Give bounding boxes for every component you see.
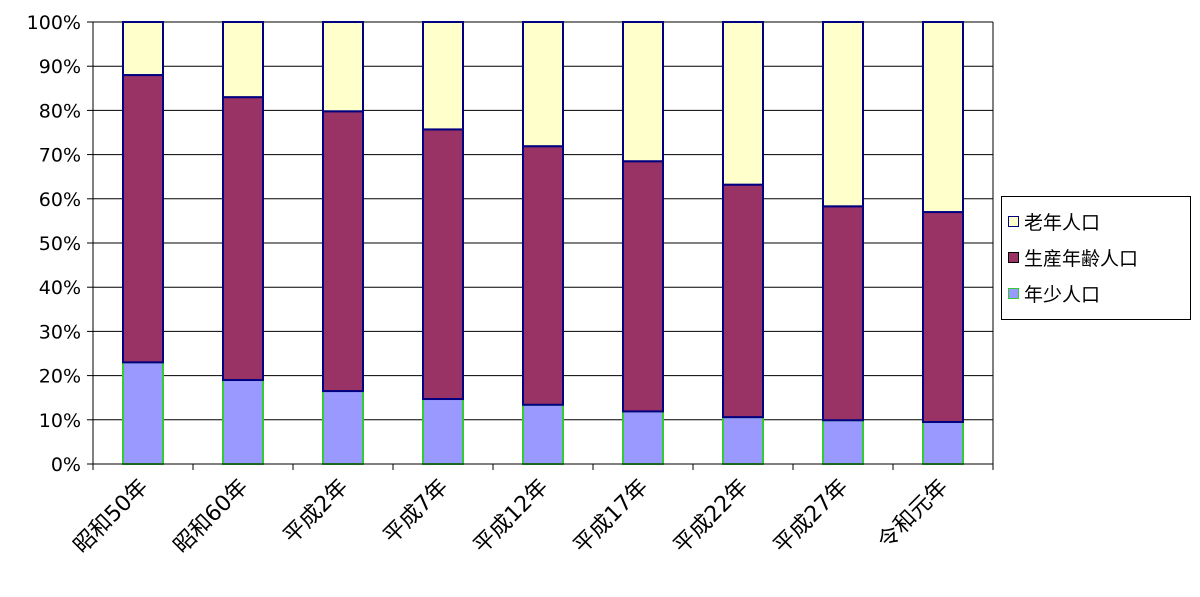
bar-segment-elderly [722,21,764,186]
bar-segment-working-age [722,183,764,419]
y-tick-label: 30% [39,321,81,343]
x-category-label: 平成27年 [769,475,853,559]
bar-segment-elderly [922,21,964,214]
y-tick-label: 40% [39,277,81,299]
bar-segment-working-age [822,205,864,422]
x-category-label: 平成17年 [569,475,653,559]
bar-segment-youth [722,416,764,466]
x-category-label: 平成22年 [669,475,753,559]
bar-segment-working-age [322,110,364,393]
y-tick-label: 90% [39,56,81,78]
bar-segment-working-age [222,96,264,382]
legend-swatch-elderly [1008,215,1019,227]
y-tick-label: 20% [39,366,81,388]
bar-segment-youth [522,403,564,466]
bar-segment-working-age [622,160,664,413]
x-category-label: 平成2年 [279,475,353,549]
bar-segment-youth [222,379,264,465]
legend-swatch-youth [1008,287,1019,299]
y-tick-label: 0% [51,454,81,476]
y-tick-label: 60% [39,189,81,211]
bar-segment-working-age [422,128,464,401]
legend-label-elderly: 老年人口 [1024,211,1101,234]
bar-segment-elderly [522,21,564,148]
bar-segment-youth [122,361,164,465]
legend-label-youth: 年少人口 [1024,283,1101,306]
bar-segment-working-age [522,145,564,406]
legend-item-elderly: 老年人口 [1008,207,1100,235]
x-category-label: 平成12年 [469,475,553,559]
y-tick-label: 100% [27,12,81,34]
bar-segment-elderly [322,21,364,113]
y-tick-label: 80% [39,100,81,122]
y-tick-label: 10% [39,410,81,432]
bar-segment-elderly [422,21,464,131]
x-category-label: 昭和50年 [69,475,153,559]
y-tick-label: 70% [39,145,81,167]
bar-segment-elderly [822,21,864,208]
bar-segment-elderly [122,21,164,77]
bar-segment-youth [822,419,864,466]
bar-segment-youth [922,421,964,466]
x-category-label: 昭和60年 [169,475,253,559]
bar-segment-elderly [622,21,664,163]
x-category-label: 平成7年 [379,475,453,549]
bar-segment-working-age [122,74,164,364]
bar-segment-elderly [222,21,264,99]
legend-label-working-age: 生産年齢人口 [1024,247,1139,270]
y-tick-label: 50% [39,233,81,255]
bar-segment-youth [422,398,464,465]
chart-legend: 老年人口 生産年齢人口 年少人口 [1001,196,1191,320]
legend-item-working-age: 生産年齢人口 [1008,243,1138,271]
legend-swatch-working-age [1008,251,1019,263]
x-category-label: 令和元年 [873,475,953,555]
legend-item-youth: 年少人口 [1008,279,1100,307]
bar-segment-youth [622,410,664,466]
bar-segment-working-age [922,211,964,424]
bar-segment-youth [322,390,364,466]
